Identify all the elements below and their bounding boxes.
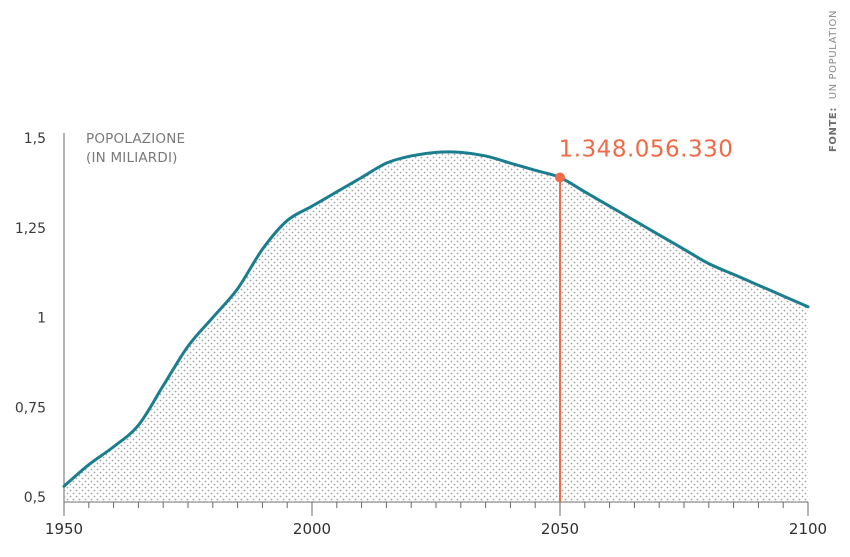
- y-tick-label: 1: [37, 311, 46, 327]
- y-tick-label: 1,25: [15, 221, 46, 237]
- annotation-point-2050: [555, 172, 565, 183]
- source-label: FONTE:: [828, 107, 839, 152]
- x-minor-ticks: [88, 502, 784, 508]
- x-tick-label: 1950: [45, 520, 83, 538]
- source-note: FONTE: UN POPULATION: [828, 10, 839, 152]
- y-axis-label: POPOLAZIONE (IN MILIARDI): [86, 131, 190, 166]
- y-tick-label: 0,75: [15, 400, 46, 416]
- x-tick-label: 2100: [789, 520, 827, 538]
- x-tick-label: 2050: [541, 520, 579, 538]
- x-major-ticks: [63, 502, 809, 516]
- source-text: UN POPULATION: [828, 10, 839, 99]
- y-axis-label-line-1: POPOLAZIONE: [86, 131, 185, 147]
- population-area: [64, 151, 808, 502]
- x-tick-label: 2000: [293, 520, 331, 538]
- x-tick-labels: 1950 2000 2050 2100: [45, 520, 827, 538]
- y-tick-labels: 0,5 0,75 1 1,25 1,5: [15, 131, 46, 506]
- y-axis-label-line-2: (IN MILIARDI): [86, 150, 178, 166]
- population-line: [62, 150, 810, 488]
- y-tick-label: 1,5: [24, 131, 46, 147]
- annotation-label: 1.348.056.330: [559, 136, 734, 162]
- y-tick-label: 0,5: [24, 490, 46, 506]
